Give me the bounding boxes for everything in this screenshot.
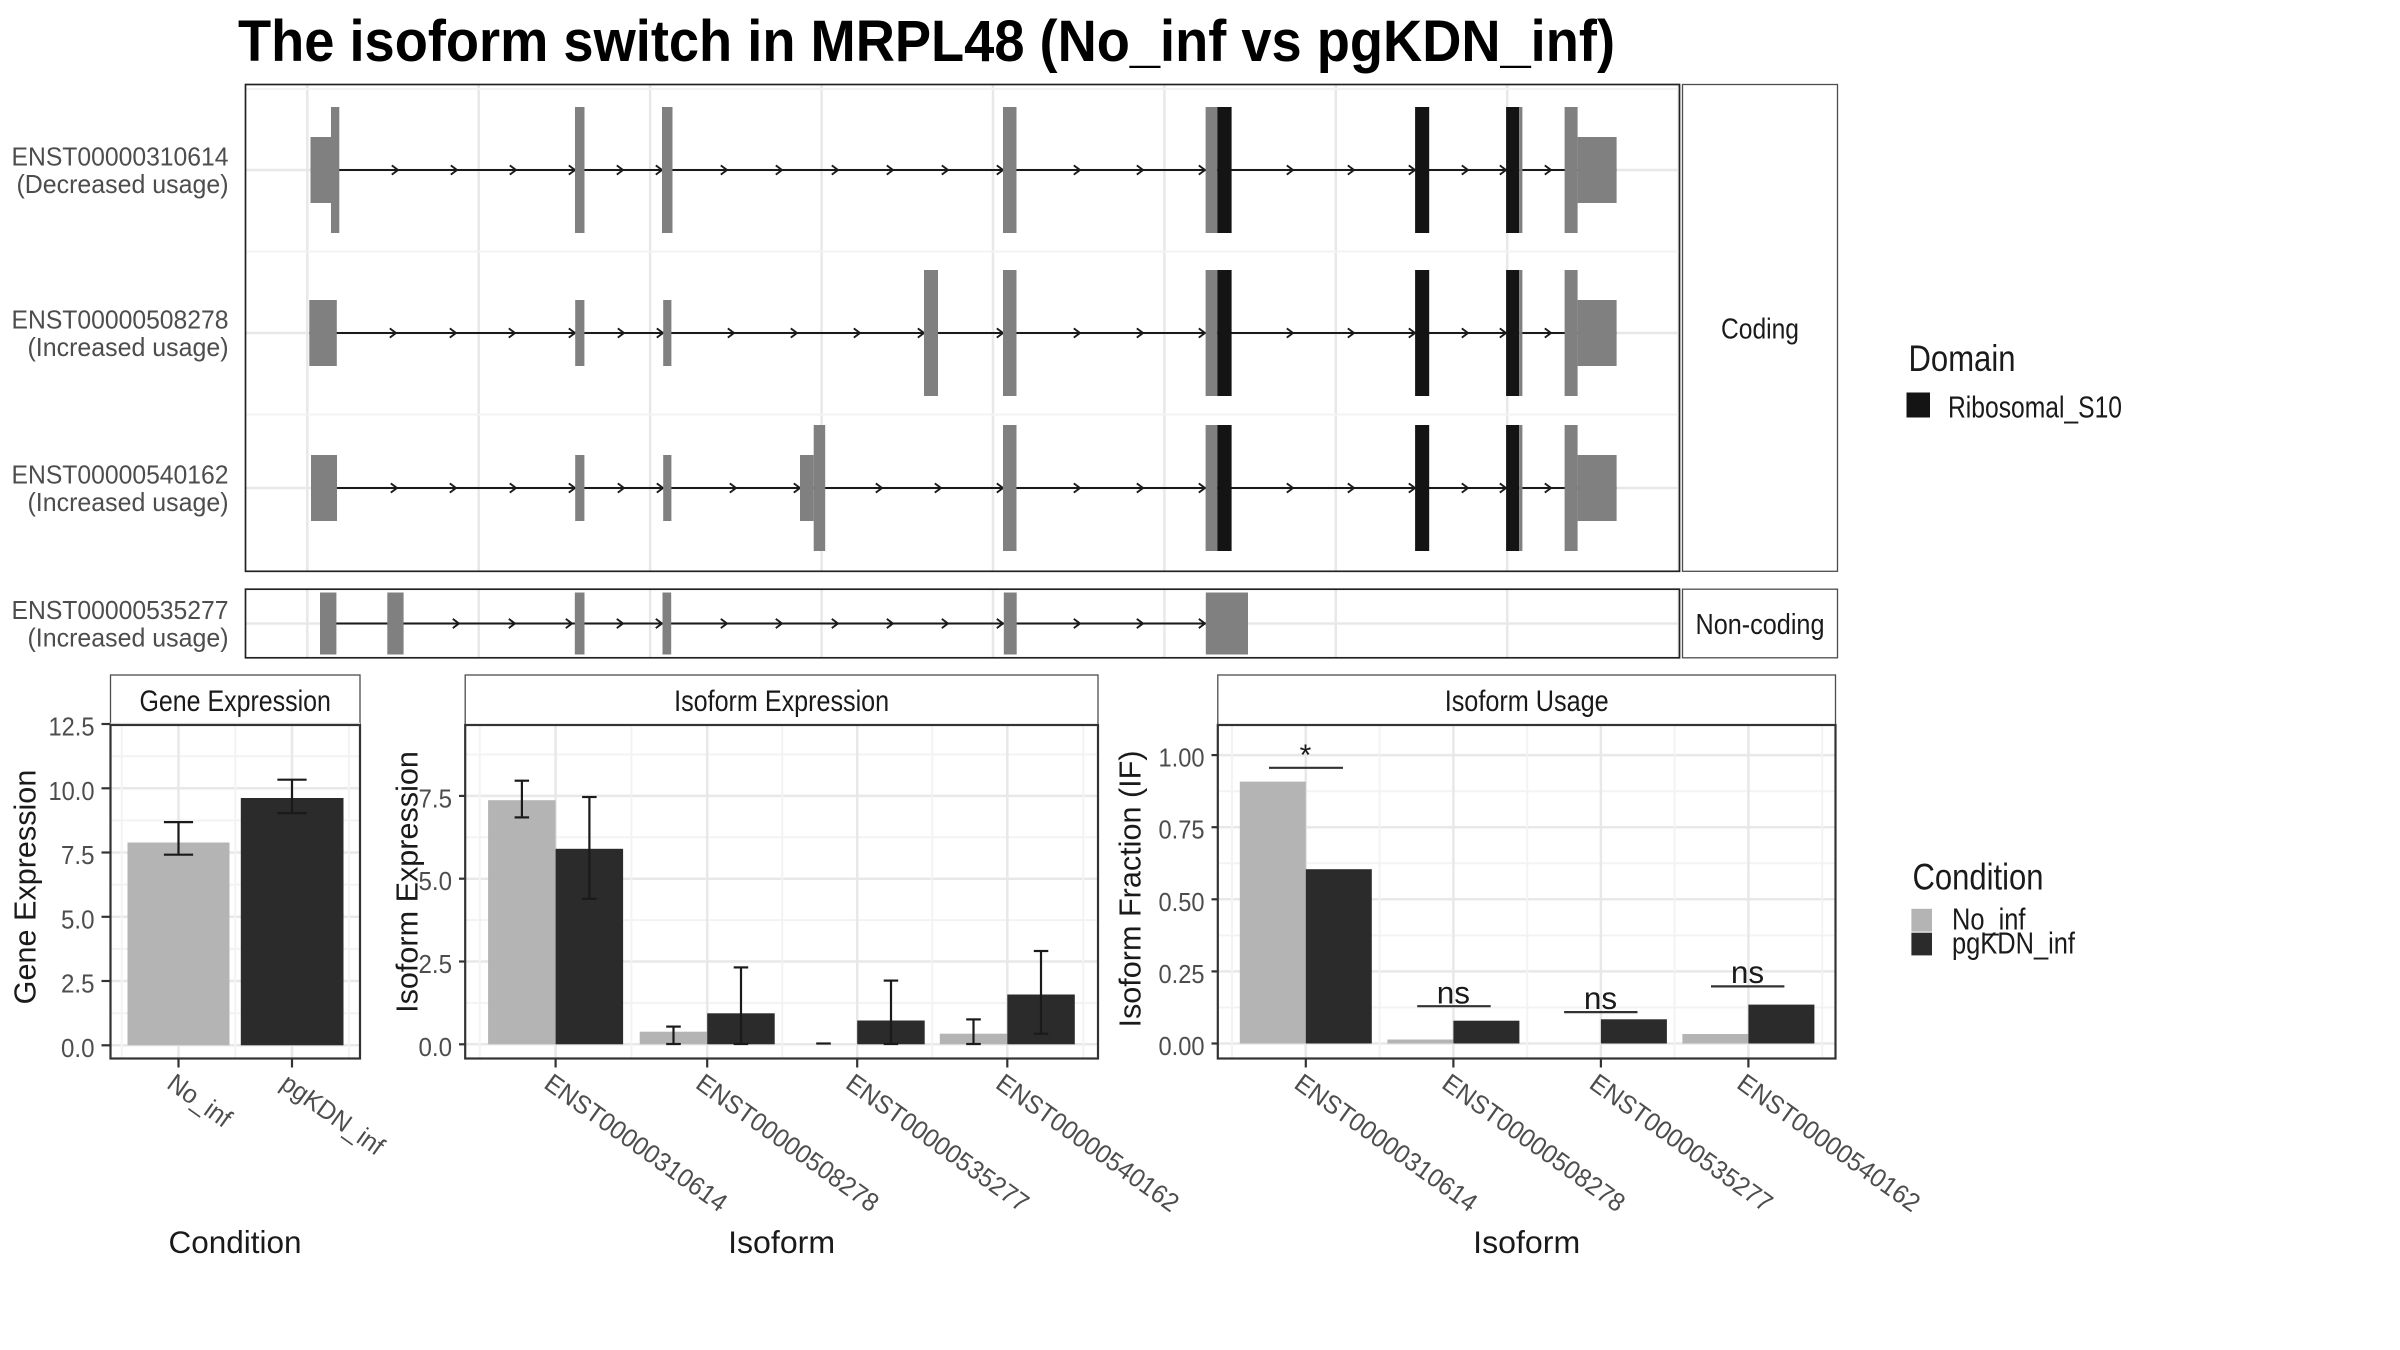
svg-text:ENST00000508278: ENST00000508278 <box>12 304 229 334</box>
svg-text:Domain: Domain <box>1909 338 2016 379</box>
svg-text:0.75: 0.75 <box>1159 817 1205 845</box>
svg-text:Isoform Usage: Isoform Usage <box>1445 685 1609 718</box>
svg-text:0.00: 0.00 <box>1159 1033 1205 1061</box>
svg-text:Isoform: Isoform <box>1473 1224 1580 1260</box>
svg-text:1.00: 1.00 <box>1159 745 1205 773</box>
svg-text:(Increased usage): (Increased usage) <box>28 622 229 652</box>
svg-text:12.5: 12.5 <box>49 714 95 742</box>
svg-text:10.0: 10.0 <box>49 778 95 806</box>
svg-text:ENST00000540162: ENST00000540162 <box>12 459 229 489</box>
svg-text:ns: ns <box>1584 980 1617 1016</box>
svg-text:Ribosomal_S10: Ribosomal_S10 <box>1948 390 2122 425</box>
svg-text:Isoform: Isoform <box>728 1224 835 1260</box>
svg-text:Isoform Expression: Isoform Expression <box>390 751 424 1013</box>
svg-text:Condition: Condition <box>169 1224 302 1260</box>
svg-text:(Increased usage): (Increased usage) <box>28 487 229 517</box>
svg-text:Coding: Coding <box>1721 313 1799 345</box>
svg-text:7.5: 7.5 <box>61 842 95 870</box>
svg-text:*: * <box>1300 739 1312 772</box>
svg-text:pgKDN_inf: pgKDN_inf <box>1952 925 2075 960</box>
svg-text:Condition: Condition <box>1913 856 2044 897</box>
svg-text:Non-coding: Non-coding <box>1696 609 1825 641</box>
svg-text:0.50: 0.50 <box>1159 889 1205 917</box>
svg-text:2.5: 2.5 <box>419 951 453 979</box>
svg-text:Gene Expression: Gene Expression <box>9 770 43 1005</box>
svg-text:0.0: 0.0 <box>61 1035 95 1063</box>
svg-text:(Decreased usage): (Decreased usage) <box>17 169 229 199</box>
svg-text:5.0: 5.0 <box>61 906 95 934</box>
svg-text:0.25: 0.25 <box>1159 961 1205 989</box>
svg-text:(Increased usage): (Increased usage) <box>28 332 229 362</box>
svg-text:7.5: 7.5 <box>419 785 453 813</box>
svg-text:ENST00000310614: ENST00000310614 <box>12 141 229 171</box>
svg-text:2.5: 2.5 <box>61 971 95 999</box>
svg-text:The isoform switch in MRPL48 (: The isoform switch in MRPL48 (No_inf vs … <box>238 9 1615 74</box>
svg-text:0.0: 0.0 <box>419 1034 453 1062</box>
svg-text:ns: ns <box>1437 975 1470 1011</box>
svg-text:Isoform Expression: Isoform Expression <box>674 685 889 718</box>
svg-text:No_inf: No_inf <box>1952 901 2026 936</box>
svg-text:5.0: 5.0 <box>419 868 453 896</box>
svg-text:ENST00000535277: ENST00000535277 <box>12 595 229 625</box>
svg-text:ns: ns <box>1731 954 1764 990</box>
svg-text:Gene Expression: Gene Expression <box>139 685 331 718</box>
svg-text:Isoform Fraction (IF): Isoform Fraction (IF) <box>1113 750 1147 1027</box>
